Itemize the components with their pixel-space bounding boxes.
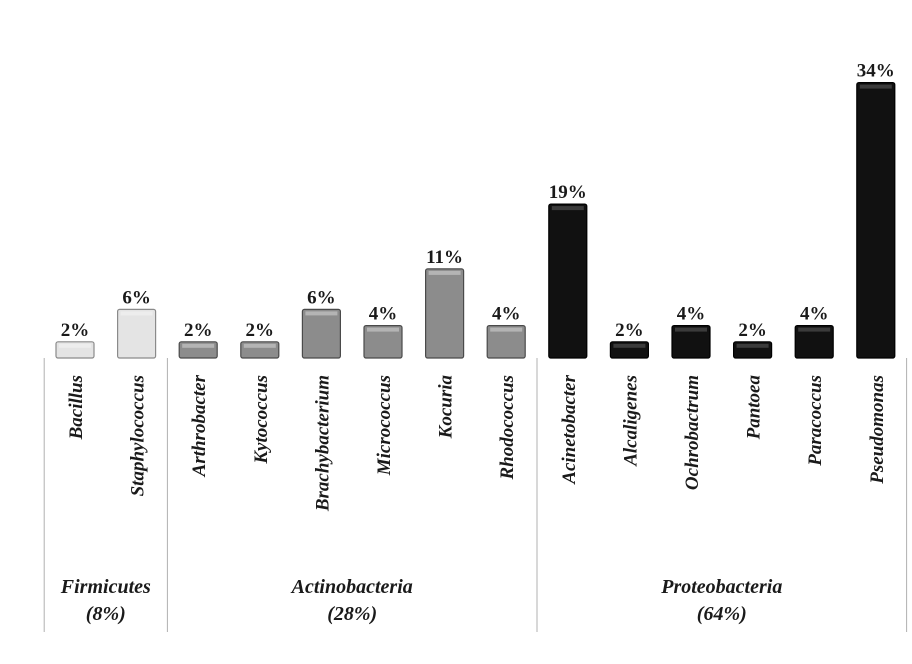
- bar-brachybacterium: [301, 308, 341, 359]
- bar-kytococcus: [240, 341, 280, 359]
- bar-paracoccus: [794, 325, 834, 359]
- bar-highlight-micrococcus: [367, 327, 399, 332]
- phylum-labels-layer: Firmicutes (8%) Actinobacteria (28%) Proteob…: [60, 576, 783, 625]
- value-label-paracoccus: 4%: [800, 304, 829, 325]
- category-label-bacillus: Bacillus: [66, 375, 87, 440]
- bar-highlight-kytococcus: [243, 343, 276, 348]
- value-label-brachybacterium: 6%: [307, 287, 336, 308]
- bar-highlight-rhodococcus: [490, 327, 523, 332]
- bar-highlight-arthrobacter: [182, 343, 215, 348]
- phylum-share-firmicutes: (8%): [86, 603, 126, 625]
- bar-highlight-bacillus: [59, 343, 91, 348]
- category-label-kocuria: Kocuria: [436, 375, 457, 440]
- value-label-pseudomonas: 34%: [857, 61, 895, 82]
- bar-highlight-alcaligenes: [613, 343, 646, 348]
- category-label-rhodococcus: Rhodococcus: [497, 375, 518, 481]
- bar-highlight-acinetobacter: [551, 206, 584, 211]
- bar-staphylococcus: [116, 308, 157, 359]
- value-label-staphylococcus: 6%: [122, 287, 151, 308]
- category-label-brachybacterium: Brachybacterium: [312, 375, 333, 512]
- category-label-pantoea: Pantoea: [744, 375, 765, 441]
- bar-highlight-staphylococcus: [120, 311, 153, 316]
- bar-bacillus: [55, 341, 95, 359]
- value-label-bacillus: 2%: [61, 320, 90, 341]
- value-label-pantoea: 2%: [738, 320, 767, 341]
- value-labels-layer: 2% 6% 2% 2% 6% 4% 11% 4% 19% 2% 4% 2% 4% 34%: [61, 61, 895, 341]
- phylum-name-proteobacteria: Proteobacteria: [660, 576, 782, 598]
- phylum-share-proteobacteria: (64%): [697, 603, 747, 625]
- bar-highlight-ochrobactrum: [675, 327, 707, 332]
- phylum-share-actinobacteria: (28%): [327, 603, 377, 625]
- value-label-alcaligenes: 2%: [615, 320, 644, 341]
- category-label-pseudomonas: Pseudomonas: [867, 375, 888, 485]
- bar-pantoea: [732, 341, 773, 359]
- value-label-kocuria: 11%: [426, 247, 463, 268]
- value-label-rhodococcus: 4%: [492, 304, 521, 325]
- phylum-name-actinobacteria: Actinobacteria: [290, 576, 413, 598]
- bar-kocuria: [425, 268, 465, 359]
- value-label-arthrobacter: 2%: [184, 320, 213, 341]
- bar-arthrobacter: [178, 341, 218, 359]
- bar-ochrobactrum: [671, 325, 711, 359]
- category-label-staphylococcus: Staphylococcus: [128, 375, 149, 496]
- category-label-ochrobactrum: Ochrobactrum: [682, 375, 703, 490]
- bar-alcaligenes: [609, 341, 650, 359]
- group-separators: [43, 358, 908, 632]
- bar-highlight-brachybacterium: [305, 311, 338, 316]
- value-label-ochrobactrum: 4%: [677, 304, 706, 325]
- value-label-kytococcus: 2%: [246, 320, 275, 341]
- category-label-micrococcus: Micrococcus: [374, 375, 395, 476]
- bar-acinetobacter: [548, 203, 588, 359]
- bar-highlight-kocuria: [428, 270, 461, 275]
- category-labels-layer: Bacillus Staphylococcus Arthrobacter Kytoco…: [66, 374, 888, 512]
- value-label-acinetobacter: 19%: [549, 182, 587, 203]
- bars-layer: [55, 81, 896, 359]
- phylum-name-firmicutes: Firmicutes: [60, 576, 151, 598]
- bar-pseudomonas: [856, 81, 896, 359]
- category-label-alcaligenes: Alcaligenes: [620, 375, 641, 467]
- category-label-kytococcus: Kytococcus: [251, 375, 272, 465]
- bar-highlight-paracoccus: [798, 327, 831, 332]
- bar-rhodococcus: [486, 325, 526, 359]
- bar-highlight-pseudomonas: [859, 84, 892, 89]
- category-label-arthrobacter: Arthrobacter: [189, 374, 210, 477]
- category-label-paracoccus: Paracoccus: [805, 375, 826, 467]
- category-label-acinetobacter: Acinetobacter: [559, 374, 580, 484]
- value-label-micrococcus: 4%: [369, 304, 398, 325]
- bar-micrococcus: [363, 325, 403, 359]
- bar-highlight-pantoea: [736, 343, 769, 348]
